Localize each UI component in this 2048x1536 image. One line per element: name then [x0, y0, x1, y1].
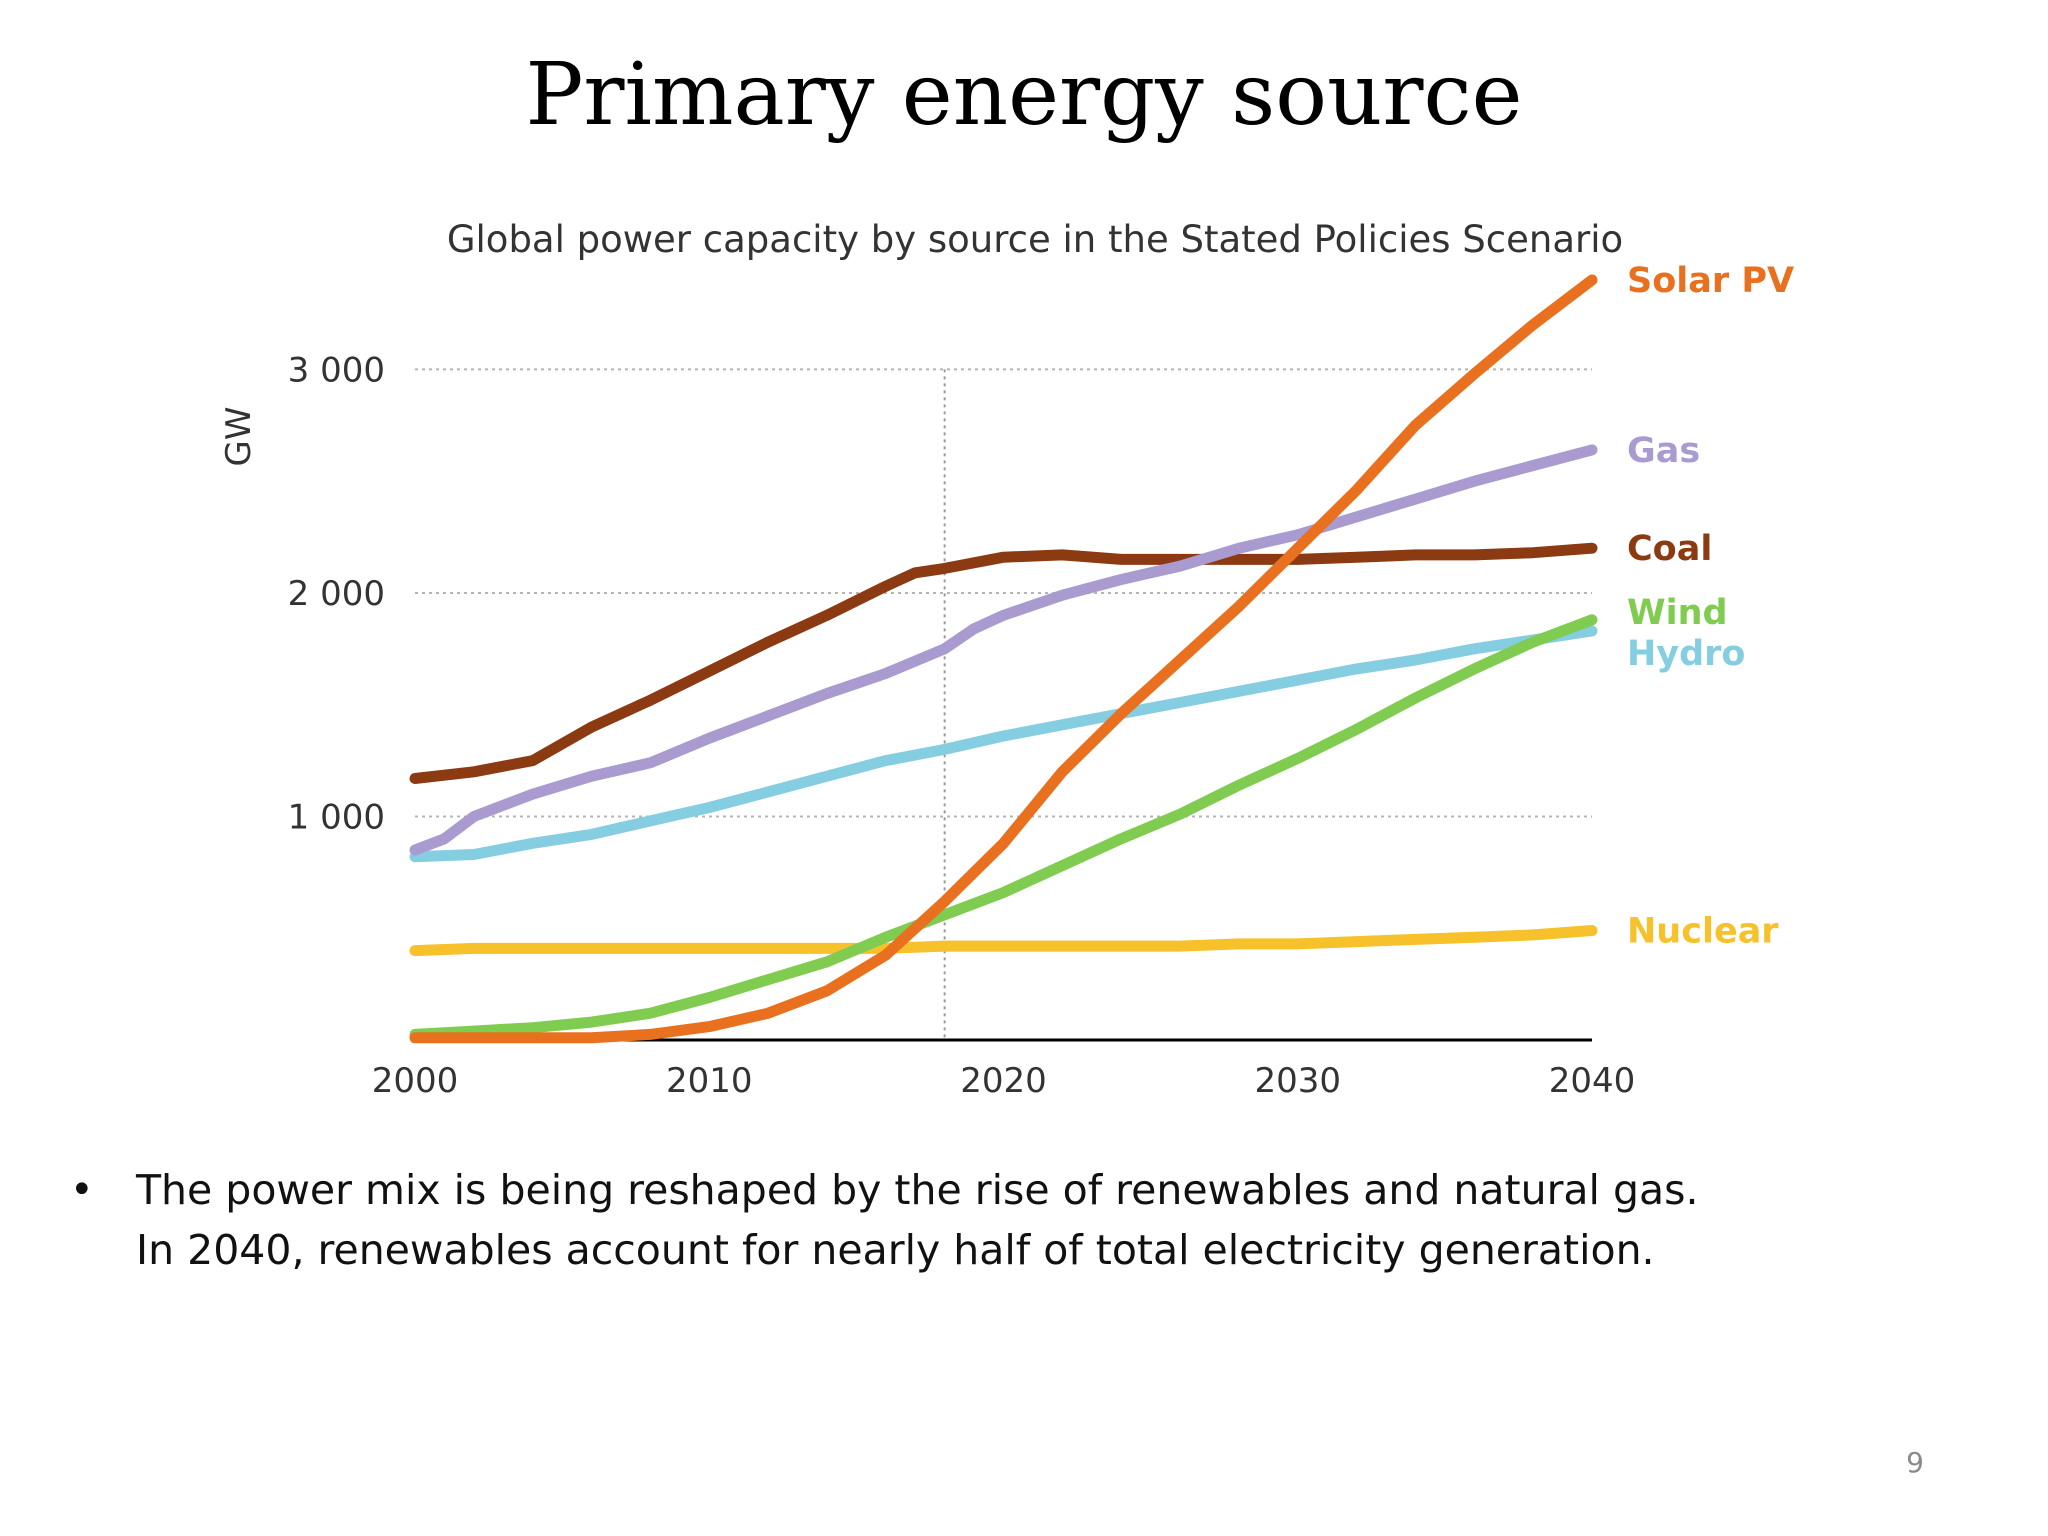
- y-tick-label: 3 000: [288, 350, 385, 390]
- x-tick-label: 2030: [1254, 1061, 1341, 1101]
- series-label-solar-pv: Solar PV: [1627, 261, 1794, 301]
- series-label-gas: Gas: [1627, 431, 1700, 471]
- bullet-line-1: The power mix is being reshaped by the r…: [136, 1166, 1699, 1214]
- x-tick-label: 2040: [1549, 1061, 1636, 1101]
- slide-title: Primary energy source: [525, 45, 1523, 145]
- y-tick-label: 2 000: [288, 574, 385, 614]
- x-tick-label: 2000: [372, 1061, 459, 1101]
- axes: 1 000 2 000 3 000 2000 2010 2020 2030 2040 GW: [219, 350, 1635, 1101]
- series-label-wind: Wind: [1627, 593, 1728, 633]
- x-tick-label: 2010: [666, 1061, 753, 1101]
- series-lines: [409, 274, 1598, 1044]
- series-line-solar-pv: [409, 274, 1598, 1044]
- series-line-gas: [409, 444, 1598, 856]
- y-tick-label: 1 000: [288, 797, 385, 837]
- series-label-coal: Coal: [1627, 529, 1712, 569]
- chart-title: Global power capacity by source in the S…: [447, 218, 1623, 261]
- x-tick-label: 2020: [960, 1061, 1047, 1101]
- page-number: 9: [1906, 1446, 1924, 1479]
- power-capacity-line-chart: Global power capacity by source in the S…: [219, 218, 1794, 1101]
- bullet-line-2: In 2040, renewables account for nearly h…: [136, 1226, 1655, 1274]
- bullet-marker: •: [70, 1167, 94, 1213]
- series-line-coal: [409, 542, 1598, 784]
- gridlines: [415, 368, 1592, 1040]
- series-label-nuclear: Nuclear: [1627, 911, 1779, 951]
- series-line-nuclear: [409, 925, 1598, 957]
- bullet-point: • The power mix is being reshaped by the…: [70, 1160, 1870, 1280]
- series-line-hydro: [409, 625, 1598, 863]
- series-line-wind: [409, 614, 1598, 1040]
- y-axis-title: GW: [219, 406, 259, 466]
- series-label-hydro: Hydro: [1627, 634, 1745, 674]
- bullet-text: The power mix is being reshaped by the r…: [136, 1160, 1870, 1280]
